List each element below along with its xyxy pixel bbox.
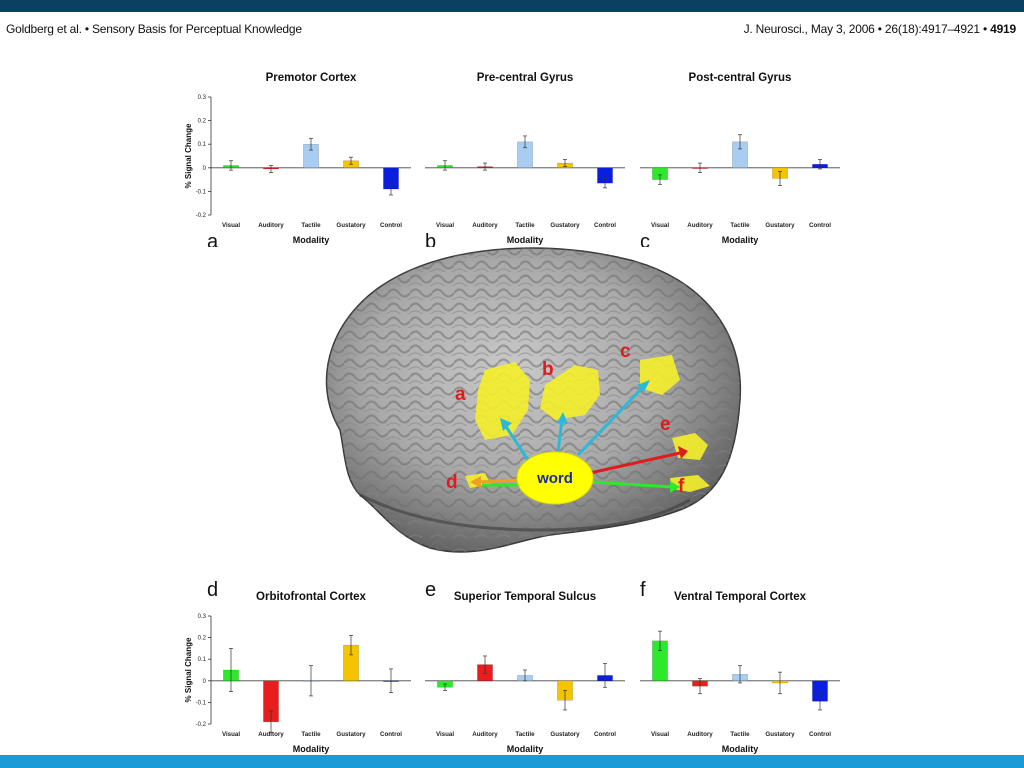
x-tick-label-e-gustatory: Gustatory: [550, 731, 580, 738]
panel-letter-c: c: [640, 231, 650, 247]
chart-panel-c: Post-central Gyrus Visual Auditory Tactile G…: [635, 67, 845, 247]
x-axis-label-c: Modality: [722, 235, 759, 245]
x-tick-label-b-visual: Visual: [436, 222, 454, 229]
chart-panel-b: Pre-central Gyrus Visual Auditory Tactile Gu…: [420, 67, 630, 247]
chart-panel-e: Superior Temporal Sulcus Visual Auditory Ta…: [420, 574, 630, 754]
chart-title-b: Pre-central Gyrus: [477, 72, 574, 84]
y-tick-label-d: -0.1: [196, 700, 207, 706]
y-tick-label-a: 0.1: [198, 142, 207, 148]
x-axis-label-e: Modality: [507, 744, 544, 754]
y-tick-label-d: 0.2: [198, 636, 207, 642]
x-axis-label-d: Modality: [293, 744, 330, 754]
x-tick-label-a-visual: Visual: [222, 222, 240, 229]
region-label-b: b: [542, 359, 554, 380]
page-number: 4919: [990, 22, 1016, 36]
word-bubble: [516, 451, 594, 505]
x-tick-label-f-gustatory: Gustatory: [765, 731, 795, 738]
chart-title-a: Premotor Cortex: [266, 72, 357, 84]
panel-letter-a: a: [207, 231, 219, 247]
y-tick-label-a: -0.2: [196, 213, 207, 219]
x-axis-label-f: Modality: [722, 744, 759, 754]
x-tick-label-e-tactile: Tactile: [515, 731, 535, 738]
y-tick-label-d: -0.2: [196, 722, 207, 728]
x-tick-label-f-tactile: Tactile: [730, 731, 750, 738]
x-axis-label-b: Modality: [507, 235, 544, 245]
x-tick-label-b-auditory: Auditory: [472, 222, 498, 229]
panel-letter-b: b: [425, 231, 436, 247]
y-tick-label-a: -0.1: [196, 189, 207, 195]
region-f-activation: [670, 475, 710, 492]
running-header-authors: Goldberg et al. • Sensory Basis for Perc…: [6, 22, 302, 36]
x-tick-label-b-gustatory: Gustatory: [550, 222, 580, 229]
chart-panel-a: Premotor Cortex 0.3 0.2 0.1 0 -0.1 -0.2 % Signa…: [176, 67, 416, 247]
x-tick-label-a-gustatory: Gustatory: [336, 222, 366, 229]
chart-title-c: Post-central Gyrus: [689, 72, 792, 84]
paper-page: Goldberg et al. • Sensory Basis for Perc…: [0, 12, 1024, 755]
x-tick-label-c-gustatory: Gustatory: [765, 222, 795, 229]
x-tick-label-f-control: Control: [809, 731, 831, 738]
chart-title-f: Ventral Temporal Cortex: [674, 591, 807, 603]
region-b-activation: [540, 365, 600, 420]
bottom-frame-bar: [0, 755, 1024, 768]
brain-illustration: word a b c d e f: [300, 230, 750, 570]
x-tick-label-c-auditory: Auditory: [687, 222, 713, 229]
y-axis-label-a: % Signal Change: [184, 123, 193, 188]
region-label-d: d: [446, 472, 458, 493]
x-tick-label-e-control: Control: [594, 731, 616, 738]
y-tick-label-a: 0.2: [198, 119, 207, 125]
region-label-e: e: [660, 414, 671, 435]
y-tick-label-d: 0: [203, 679, 207, 685]
y-tick-label-d: 0.1: [198, 657, 207, 663]
arrows: [470, 380, 688, 493]
region-label-f: f: [678, 476, 685, 497]
journal-citation: J. Neurosci., May 3, 2006 • 26(18):4917–…: [743, 22, 991, 36]
x-tick-label-b-tactile: Tactile: [515, 222, 535, 229]
chart-title-d: Orbitofrontal Cortex: [256, 591, 366, 603]
x-tick-label-a-auditory: Auditory: [258, 222, 284, 229]
x-tick-label-d-visual: Visual: [222, 731, 240, 738]
chart-svg-a: Premotor Cortex 0.3 0.2 0.1 0 -0.1 -0.2 % Signa…: [184, 72, 411, 247]
region-a-activation: [475, 362, 530, 440]
chart-panel-f: Ventral Temporal Cortex Visual Auditory Tac…: [635, 574, 845, 754]
y-tick-label-a: 0.3: [198, 95, 207, 101]
x-tick-label-e-visual: Visual: [436, 731, 454, 738]
chart-title-e: Superior Temporal Sulcus: [454, 591, 596, 603]
chart-svg-b: Pre-central Gyrus Visual Auditory Tactile Gu…: [425, 72, 625, 247]
x-tick-label-f-auditory: Auditory: [687, 731, 713, 738]
chart-svg-c: Post-central Gyrus Visual Auditory Tactile G…: [640, 72, 840, 247]
x-tick-label-d-gustatory: Gustatory: [336, 731, 366, 738]
x-tick-label-c-tactile: Tactile: [730, 222, 750, 229]
top-frame-bar: [0, 0, 1024, 12]
x-tick-label-c-control: Control: [809, 222, 831, 229]
y-tick-label-d: 0.3: [198, 614, 207, 620]
x-tick-label-c-visual: Visual: [651, 222, 669, 229]
x-tick-label-d-auditory: Auditory: [258, 731, 284, 738]
y-tick-label-a: 0: [203, 166, 207, 172]
chart-panel-d: Orbitofrontal Cortex 0.3 0.2 0.1 0 -0.1 -0.2 % …: [176, 574, 416, 754]
x-tick-label-f-visual: Visual: [651, 731, 669, 738]
x-tick-label-e-auditory: Auditory: [472, 731, 498, 738]
panel-letter-e: e: [425, 579, 436, 601]
chart-svg-f: Ventral Temporal Cortex Visual Auditory Tac…: [640, 579, 840, 754]
chart-svg-e: Superior Temporal Sulcus Visual Auditory Ta…: [425, 579, 625, 754]
x-tick-label-a-control: Control: [380, 222, 402, 229]
word-bubble-label: word: [536, 470, 573, 487]
region-label-c: c: [620, 341, 631, 362]
running-header-journal: J. Neurosci., May 3, 2006 • 26(18):4917–…: [743, 22, 1017, 36]
y-axis-label-d: % Signal Change: [184, 637, 193, 702]
panel-letter-d: d: [207, 579, 218, 601]
chart-svg-d: Orbitofrontal Cortex 0.3 0.2 0.1 0 -0.1 -0.2 % …: [184, 579, 411, 754]
x-tick-label-a-tactile: Tactile: [301, 222, 321, 229]
x-tick-label-d-tactile: Tactile: [301, 731, 321, 738]
x-tick-label-d-control: Control: [380, 731, 402, 738]
panel-letter-f: f: [640, 579, 646, 601]
region-c-activation: [640, 355, 680, 395]
brain-svg: word a b c d e f: [325, 247, 742, 553]
x-tick-label-b-control: Control: [594, 222, 616, 229]
x-axis-label-a: Modality: [293, 235, 330, 245]
region-label-a: a: [455, 384, 466, 405]
